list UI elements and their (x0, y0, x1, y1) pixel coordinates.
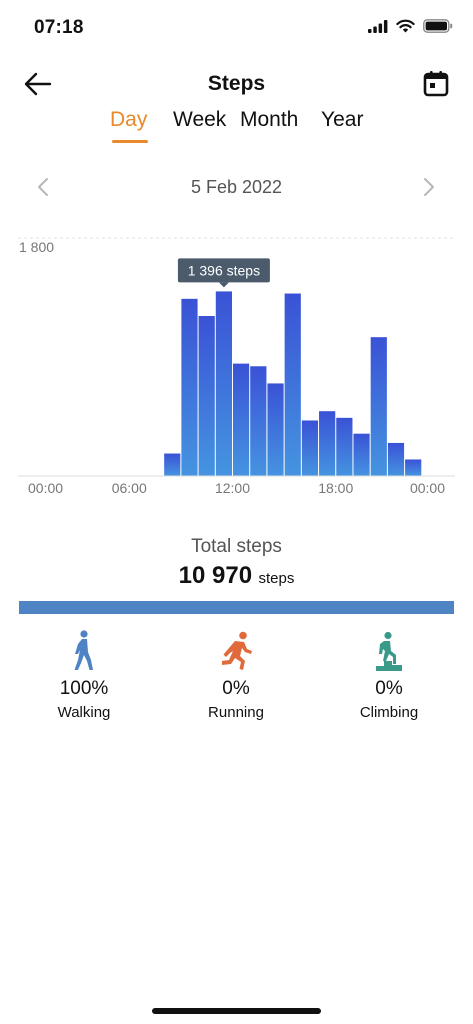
walking-icon (74, 630, 93, 670)
bar-2100[interactable] (387, 442, 405, 476)
x-tick-label: 06:00 (112, 480, 147, 496)
x-tick-label: 00:00 (410, 480, 445, 496)
tooltip-text: 1 396 steps (188, 262, 260, 278)
activity-distribution-bar (19, 601, 454, 614)
nav-bar: Steps (0, 60, 473, 110)
active-tab-indicator (112, 140, 148, 143)
signal-icon (368, 19, 388, 33)
activity-climbing: 0% Climbing (334, 628, 444, 721)
walking-label: Walking (57, 704, 111, 721)
bar-tooltip: 1 396 steps (177, 258, 270, 288)
running-percent: 0% (222, 678, 250, 699)
tab-week[interactable]: Week (173, 108, 227, 131)
battery-icon (423, 19, 453, 33)
bar-1600[interactable] (301, 420, 319, 476)
status-time: 07:18 (34, 17, 84, 38)
chevron-left-icon (38, 178, 48, 196)
climbing-label: Climbing (359, 704, 419, 721)
climbing-percent: 0% (375, 678, 403, 699)
bar-2200[interactable] (405, 459, 422, 476)
bar-1100[interactable] (215, 291, 232, 476)
home-indicator (152, 1008, 321, 1014)
tooltip-box (177, 258, 270, 283)
next-day-button[interactable] (417, 174, 441, 200)
walking-percent: 100% (59, 678, 109, 699)
previous-day-button[interactable] (31, 174, 55, 200)
total-steps-value: 10 970 (178, 562, 253, 589)
wifi-icon (396, 19, 415, 33)
tab-day[interactable]: Day (110, 108, 148, 131)
bar-2000[interactable] (370, 337, 387, 476)
page-title: Steps (207, 72, 266, 95)
arrow-left-icon (24, 72, 52, 96)
total-steps-label: Total steps (191, 536, 282, 557)
tab-month[interactable]: Month (240, 108, 299, 131)
bar-1000[interactable] (198, 316, 215, 476)
period-tabs: Day Week Month Year (0, 108, 473, 148)
x-tick-label: 18:00 (318, 480, 353, 496)
walking-fill (19, 601, 454, 614)
bar-1700[interactable] (319, 411, 336, 476)
activity-breakdown: 100% Walking 0% Running 0% Climbing (0, 628, 473, 728)
steps-bar-chart[interactable]: 1 800 00:00 06:00 12:00 18:00 00:00 1 396 st… (18, 230, 455, 520)
tooltip-pointer (218, 282, 229, 288)
calendar-button[interactable] (421, 68, 451, 98)
bar-1200[interactable] (233, 363, 250, 476)
tab-year[interactable]: Year (321, 108, 364, 131)
date-navigator: 5 Feb 2022 (0, 170, 473, 204)
bar-0900[interactable] (181, 298, 198, 476)
calendar-icon (423, 70, 449, 96)
x-tick-label: 00:00 (28, 480, 63, 496)
status-icons (368, 19, 453, 33)
total-steps-unit: steps (258, 570, 295, 587)
bar-0800[interactable] (164, 453, 181, 476)
bar-1300[interactable] (250, 366, 267, 476)
bar-1900[interactable] (353, 433, 370, 476)
bar-1800[interactable] (336, 417, 353, 476)
back-button[interactable] (20, 68, 56, 100)
running-label: Running (208, 704, 264, 721)
x-tick-label: 12:00 (215, 480, 250, 496)
running-icon (222, 631, 252, 670)
chevron-right-icon (424, 178, 434, 196)
total-steps-section: Total steps 10 970 steps (0, 536, 473, 590)
activity-running: 0% Running (181, 628, 291, 721)
date-label: 5 Feb 2022 (190, 177, 283, 197)
climbing-icon (376, 631, 402, 671)
bar-1500[interactable] (284, 293, 301, 476)
bar-1400[interactable] (267, 383, 284, 476)
status-bar: 07:18 (0, 0, 473, 50)
y-tick-label: 1 800 (19, 239, 54, 255)
activity-walking: 100% Walking (29, 628, 139, 721)
